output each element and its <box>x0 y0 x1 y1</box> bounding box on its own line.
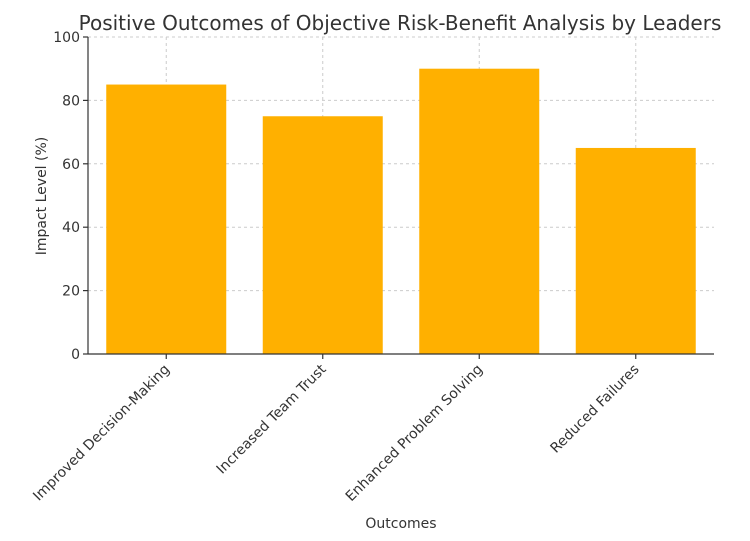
y-tick-label-0: 0 <box>71 347 80 363</box>
y-tick-label-80: 80 <box>62 93 80 109</box>
y-tick-label-40: 40 <box>62 220 80 236</box>
bar-0 <box>106 84 227 355</box>
axes <box>87 37 714 355</box>
bar-2 <box>419 68 540 354</box>
y-axis-label: Impact Level (%) <box>34 137 50 256</box>
chart-title: Positive Outcomes of Objective Risk-Bene… <box>79 11 722 35</box>
bars <box>106 68 696 355</box>
bar-1 <box>262 116 383 354</box>
y-tick-label-20: 20 <box>62 284 80 300</box>
x-tick-label-3: Reduced Failures <box>547 362 642 457</box>
x-tick-label-0: Improved Decision-Making <box>30 362 173 505</box>
bar-3 <box>575 147 696 354</box>
y-ticks: 0 20 40 60 80 100 <box>53 30 88 363</box>
x-tick-label-1: Increased Team Trust <box>214 361 330 477</box>
x-tick-label-2: Enhanced Problem Solving <box>343 362 486 505</box>
x-ticks: Improved Decision-Making Increased Team T… <box>30 354 643 505</box>
y-tick-label-60: 60 <box>62 157 80 173</box>
x-axis-label: Outcomes <box>365 516 436 532</box>
y-tick-label-100: 100 <box>53 30 80 46</box>
